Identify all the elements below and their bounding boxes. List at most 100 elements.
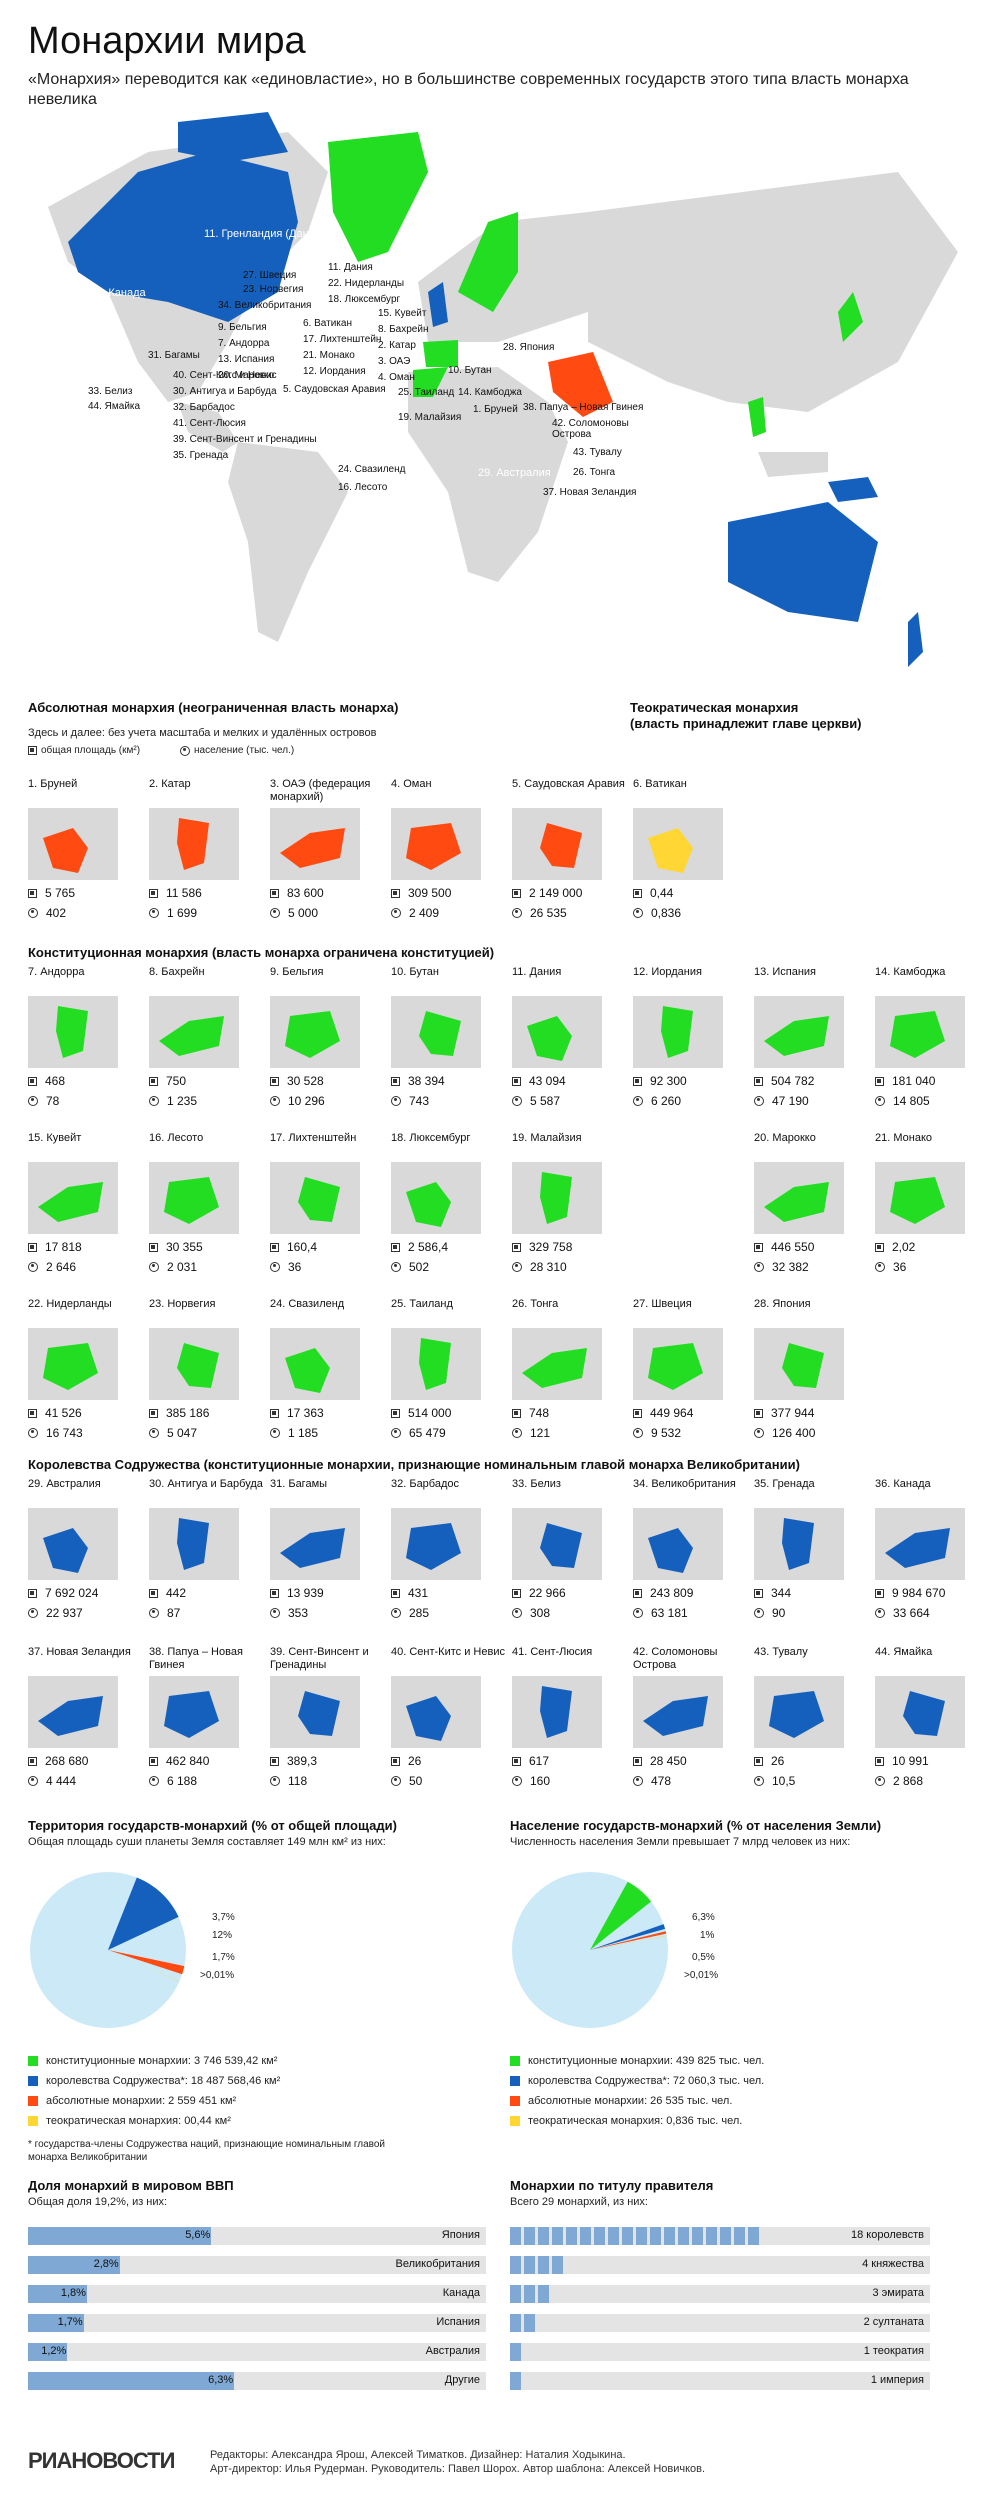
area-icon bbox=[270, 1408, 279, 1418]
gdp-row: 6,3% Другие bbox=[28, 2372, 486, 2390]
map-label-tuvalu: 43. Тувалу bbox=[573, 447, 622, 458]
constitutional-title: Конституционная монархия (власть монарха… bbox=[28, 945, 495, 960]
country-name: 38. Папуа – Новая Гвинея bbox=[149, 1646, 243, 1671]
titles-note: Всего 29 монархий, из них: bbox=[510, 2196, 648, 2208]
area-stat: 13 939 bbox=[270, 1586, 390, 1600]
country-name: 35. Гренада bbox=[754, 1478, 815, 1490]
population-pie bbox=[512, 1872, 668, 2028]
area-stat: 268 680 bbox=[28, 1754, 148, 1768]
area-stat: 442 bbox=[149, 1586, 269, 1600]
area-icon bbox=[754, 1408, 763, 1418]
commonwealth-title: Королевства Содружества (конституционные… bbox=[28, 1457, 800, 1472]
country-name: 34. Великобритания bbox=[633, 1478, 736, 1490]
population-stat: 1 185 bbox=[270, 1426, 390, 1440]
country-name: 2. Катар bbox=[149, 778, 191, 790]
population-note: Численность населения Земли превышает 7 … bbox=[510, 1836, 851, 1848]
population-stat: 90 bbox=[754, 1606, 874, 1620]
area-stat: 617 bbox=[512, 1754, 632, 1768]
population-stat: 308 bbox=[512, 1606, 632, 1620]
map-label-stvincent: 39. Сент-Винсент и Гренадины bbox=[173, 434, 317, 445]
population-legend-constitutional: конституционные монархии: 439 825 тыс. ч… bbox=[510, 2055, 764, 2067]
country-shape bbox=[875, 1162, 965, 1234]
area-icon bbox=[270, 1756, 279, 1766]
population-stat: 36 bbox=[270, 1260, 390, 1274]
country-card: 39. Сент-Винсент и Гренадины 389,3 118 bbox=[270, 1646, 390, 1788]
country-shape bbox=[270, 1676, 360, 1748]
country-shape bbox=[391, 996, 481, 1068]
country-shape bbox=[391, 1508, 481, 1580]
area-icon bbox=[633, 1076, 642, 1086]
country-shape bbox=[270, 1508, 360, 1580]
population-icon bbox=[633, 908, 643, 918]
map-label-saudi: 5. Саудовская Аравия bbox=[283, 384, 386, 395]
map-thailand bbox=[748, 397, 766, 437]
absolute-note: Здесь и далее: без учета масштаба и мелк… bbox=[28, 727, 377, 739]
country-shape bbox=[754, 1676, 844, 1748]
population-stat: 0,836 bbox=[633, 906, 753, 920]
population-icon bbox=[512, 1428, 522, 1438]
area-icon bbox=[512, 1756, 521, 1766]
country-name: 26. Тонга bbox=[512, 1298, 559, 1310]
map-label-tonga: 26. Тонга bbox=[573, 467, 616, 478]
population-stat: 5 000 bbox=[270, 906, 390, 920]
gdp-bar bbox=[28, 2343, 68, 2361]
population-stat: 6 260 bbox=[633, 1094, 753, 1108]
area-icon bbox=[633, 1756, 642, 1766]
title-row: 1 империя bbox=[510, 2372, 930, 2390]
gdp-value: 1,7% bbox=[57, 2316, 83, 2328]
population-icon bbox=[270, 1096, 280, 1106]
map-label-jordan: 12. Иордания bbox=[303, 366, 366, 377]
area-stat: 2 586,4 bbox=[391, 1240, 511, 1254]
monarchy-unit bbox=[552, 2227, 563, 2245]
country-card: 37. Новая Зеландия 268 680 4 444 bbox=[28, 1646, 148, 1788]
country-card: 15. Кувейт 17 818 2 646 bbox=[28, 1132, 148, 1274]
country-card: 34. Великобритания 243 809 63 181 bbox=[633, 1478, 753, 1620]
population-stat: 353 bbox=[270, 1606, 390, 1620]
title-row: 4 княжества bbox=[510, 2256, 930, 2274]
map-label-malaysia: 19. Малайзия bbox=[398, 412, 462, 423]
area-stat: 41 526 bbox=[28, 1406, 148, 1420]
population-stat: 6 188 bbox=[149, 1774, 269, 1788]
page-title: Монархии мира bbox=[28, 20, 306, 62]
population-stat: 9 532 bbox=[633, 1426, 753, 1440]
area-icon bbox=[391, 1756, 400, 1766]
population-stat: 33 664 bbox=[875, 1606, 995, 1620]
country-shape bbox=[149, 808, 239, 880]
population-icon bbox=[270, 908, 280, 918]
country-shape bbox=[28, 1676, 118, 1748]
population-slice-0 bbox=[590, 1881, 652, 1950]
gdp-value: 1,8% bbox=[60, 2287, 86, 2299]
gdp-row: 2,8% Великобритания bbox=[28, 2256, 486, 2274]
country-shape bbox=[270, 996, 360, 1068]
population-icon bbox=[875, 1096, 885, 1106]
monarchy-unit bbox=[636, 2227, 647, 2245]
country-card: 12. Иордания 92 300 6 260 bbox=[633, 966, 753, 1108]
gdp-row: 1,2% Австралия bbox=[28, 2343, 486, 2361]
country-card: 1. Бруней 5 765 402 bbox=[28, 778, 148, 920]
title-category: 3 эмирата bbox=[872, 2287, 924, 2299]
country-card: 13. Испания 504 782 47 190 bbox=[754, 966, 874, 1108]
area-stat: 11 586 bbox=[149, 886, 269, 900]
area-stat: 514 000 bbox=[391, 1406, 511, 1420]
map-label-nz: 37. Новая Зеландия bbox=[543, 487, 637, 498]
population-stat: 5 047 bbox=[149, 1426, 269, 1440]
country-card: 36. Канада 9 984 670 33 664 bbox=[875, 1478, 995, 1620]
country-name: 44. Ямайка bbox=[875, 1646, 933, 1658]
territory-legend-constitutional: конституционные монархии: 3 746 539,42 к… bbox=[28, 2055, 277, 2067]
population-legend-commonwealth: королевства Содружества*: 72 060,3 тыс. … bbox=[510, 2075, 764, 2087]
area-icon bbox=[633, 1408, 642, 1418]
territory-footnote: * государства-члены Содружества наций, п… bbox=[28, 2139, 386, 2163]
area-icon bbox=[28, 1242, 37, 1252]
gdp-category: Австралия bbox=[425, 2345, 480, 2357]
population-label-4: >0,01% bbox=[684, 1970, 719, 1981]
area-icon bbox=[633, 1588, 642, 1598]
area-stat: 160,4 bbox=[270, 1240, 390, 1254]
population-icon bbox=[633, 1096, 643, 1106]
gdp-category: Великобритания bbox=[395, 2258, 480, 2270]
absolute-title: Абсолютная монархия (неограниченная влас… bbox=[28, 700, 399, 715]
monarchy-unit bbox=[622, 2227, 633, 2245]
area-icon bbox=[512, 1242, 521, 1252]
area-stat: 26 bbox=[754, 1754, 874, 1768]
monarchy-unit bbox=[538, 2227, 549, 2245]
population-stat: 50 bbox=[391, 1774, 511, 1788]
